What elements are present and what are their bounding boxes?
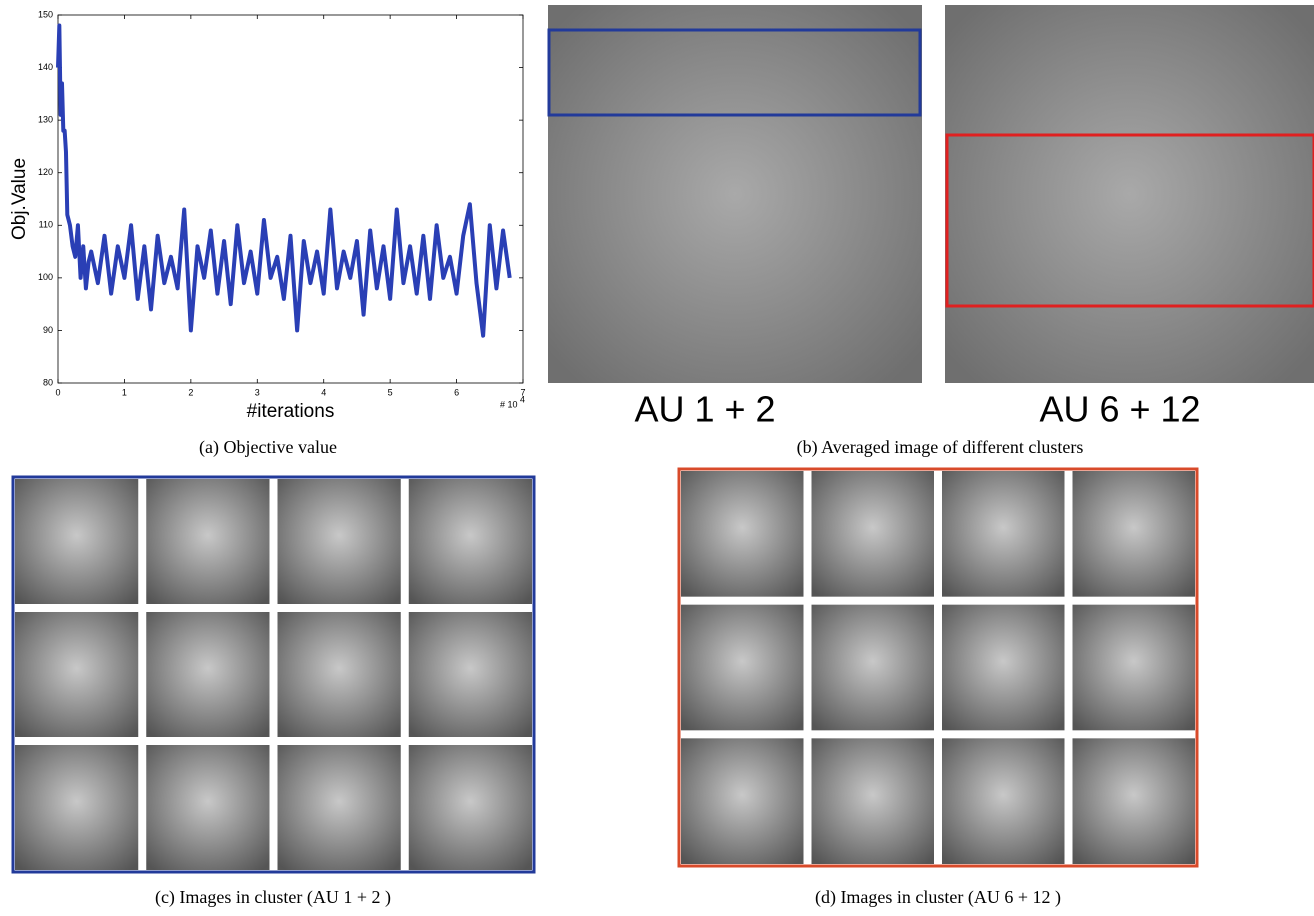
face-photo <box>409 745 532 870</box>
caption: (c) Images in cluster (AU 1 + 2 ) <box>155 887 391 908</box>
y-tick-label: 80 <box>43 377 53 387</box>
caption: (b) Averaged image of different clusters <box>797 437 1084 458</box>
au-label: AU 1 + 2 <box>634 389 775 430</box>
face-photo <box>146 612 269 737</box>
x-tick-label: 3 <box>255 387 260 397</box>
face-photo <box>942 605 1065 731</box>
y-tick-label: 120 <box>38 167 53 177</box>
y-tick-label: 130 <box>38 115 53 125</box>
face-photo <box>278 479 401 604</box>
y-axis-label: Obj.Value <box>9 158 30 240</box>
face-photo <box>15 479 138 604</box>
data-line <box>58 26 510 336</box>
face-photo <box>1073 471 1196 597</box>
x-axis-label: #iterations <box>247 401 335 422</box>
x-scale-label: # 10 <box>500 399 518 409</box>
face-photo <box>146 479 269 604</box>
face-photo <box>812 471 935 597</box>
figure: AU 1 + 2 AU 6 + 12 (a) Objective value (… <box>0 0 1314 911</box>
face-photo <box>409 479 532 604</box>
face-photo <box>812 605 935 731</box>
x-tick-label: 2 <box>188 387 193 397</box>
x-tick-label: 1 <box>122 387 127 397</box>
face-photo <box>681 605 804 731</box>
x-tick-label: 0 <box>55 387 60 397</box>
face-photo <box>942 738 1065 864</box>
face-photo <box>681 471 804 597</box>
y-tick-label: 150 <box>38 9 53 19</box>
face-photo <box>409 612 532 737</box>
face-photo <box>681 738 804 864</box>
face-photo <box>15 612 138 737</box>
face-photo <box>278 745 401 870</box>
averaged-image <box>945 5 1314 383</box>
caption: (a) Objective value <box>199 437 337 458</box>
x-scale-exponent: 4 <box>520 394 525 404</box>
y-tick-label: 100 <box>38 272 53 282</box>
au-label: AU 6 + 12 <box>1039 389 1200 430</box>
caption: (d) Images in cluster (AU 6 + 12 ) <box>815 887 1061 908</box>
averaged-image <box>548 5 922 383</box>
face-photo <box>812 738 935 864</box>
y-tick-label: 110 <box>39 220 53 230</box>
face-photo <box>15 745 138 870</box>
face-photo <box>1073 738 1196 864</box>
y-tick-label: 90 <box>43 325 53 335</box>
x-tick-label: 5 <box>388 387 393 397</box>
face-photo <box>1073 605 1196 731</box>
x-tick-label: 6 <box>454 387 459 397</box>
plot-frame <box>58 15 523 383</box>
face-photo <box>278 612 401 737</box>
face-photo <box>942 471 1065 597</box>
y-tick-label: 140 <box>38 62 53 72</box>
face-photo <box>146 745 269 870</box>
x-tick-label: 4 <box>321 387 326 397</box>
